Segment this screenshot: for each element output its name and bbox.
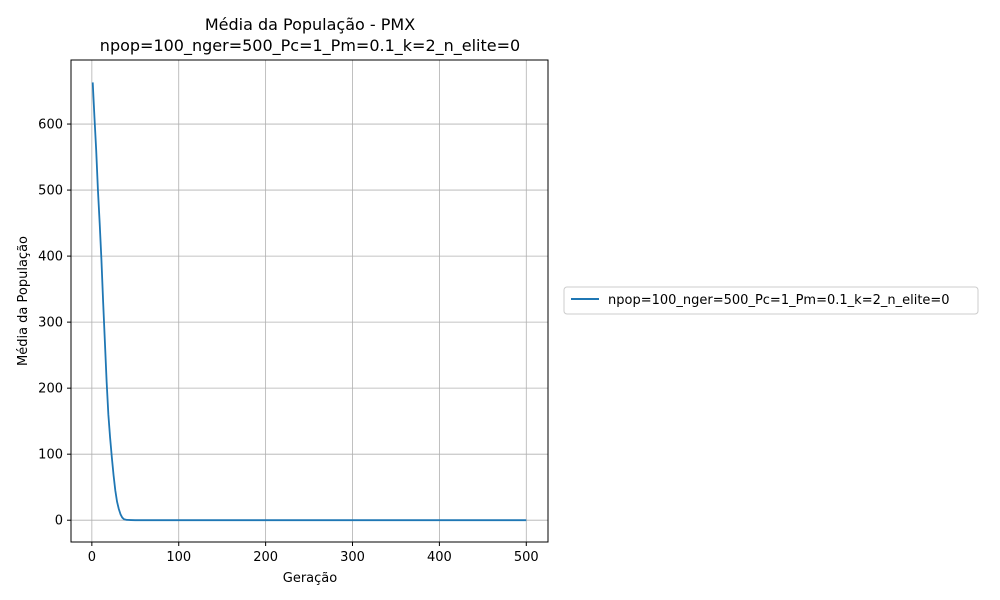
y-axis: 0 100 200 300 400 500 600 bbox=[38, 118, 71, 529]
y-tick-label: 200 bbox=[38, 382, 63, 397]
legend-label: npop=100_nger=500_Pc=1_Pm=0.1_k=2_n_elit… bbox=[608, 293, 950, 308]
legend: npop=100_nger=500_Pc=1_Pm=0.1_k=2_n_elit… bbox=[563, 286, 979, 315]
chart-subtitle: npop=100_nger=500_Pc=1_Pm=0.1_k=2_n_elit… bbox=[100, 36, 520, 56]
series-layer bbox=[91, 82, 527, 522]
plot-frame bbox=[70, 59, 549, 543]
y-tick-label: 100 bbox=[38, 448, 63, 463]
x-axis: 0 100 200 300 400 500 bbox=[88, 542, 539, 565]
x-tick-label: 500 bbox=[514, 550, 539, 565]
y-tick-label: 500 bbox=[38, 184, 63, 199]
x-tick-label: 0 bbox=[88, 550, 96, 565]
y-tick-label: 600 bbox=[38, 118, 63, 133]
y-tick-label: 0 bbox=[55, 514, 63, 529]
chart-title: Média da População - PMX bbox=[205, 15, 415, 34]
x-tick-label: 100 bbox=[166, 550, 191, 565]
series-line bbox=[91, 82, 527, 522]
legend-box bbox=[563, 286, 979, 315]
x-tick-label: 200 bbox=[253, 550, 278, 565]
y-tick-label: 400 bbox=[38, 250, 63, 265]
y-axis-label: Média da População bbox=[16, 236, 31, 366]
grid bbox=[71, 60, 548, 542]
x-tick-label: 300 bbox=[340, 550, 365, 565]
x-tick-label: 400 bbox=[427, 550, 452, 565]
x-axis-label: Geração bbox=[283, 571, 337, 586]
y-tick-label: 300 bbox=[38, 316, 63, 331]
